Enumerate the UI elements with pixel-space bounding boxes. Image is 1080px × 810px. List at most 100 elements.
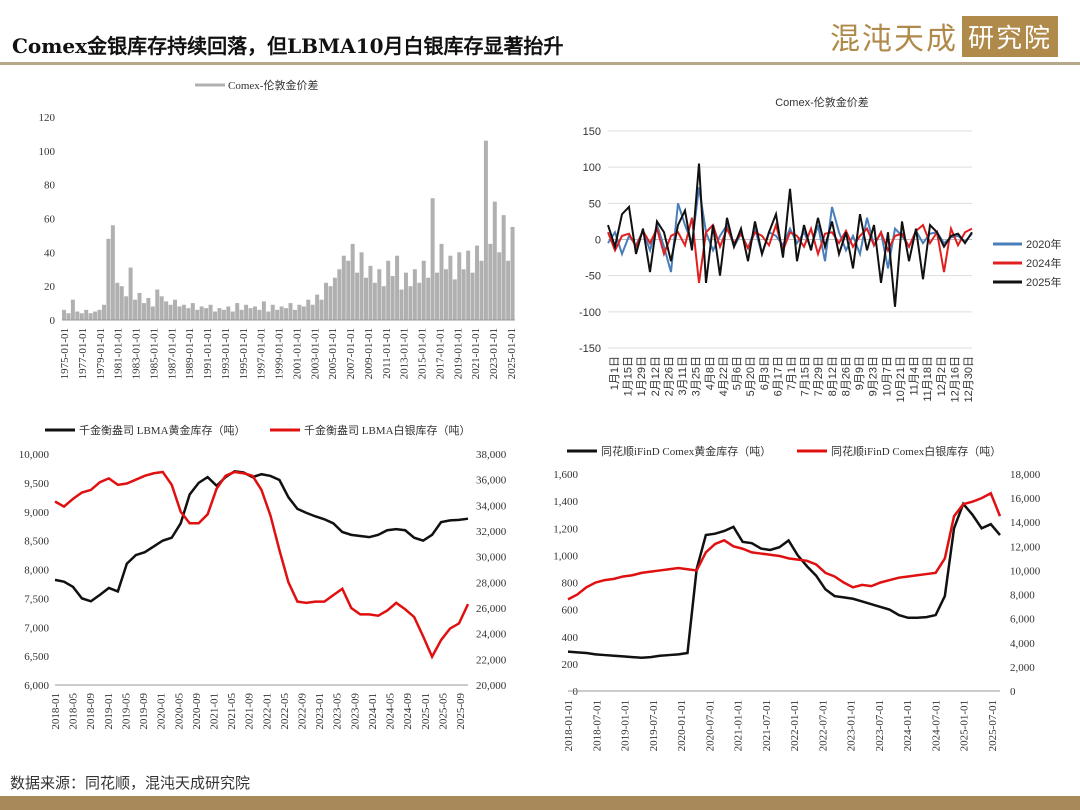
y-left-tick-label: 10,000	[19, 449, 50, 461]
bar	[75, 311, 80, 320]
y-left-tick-label: 7,000	[24, 622, 49, 634]
x-tick-label: 2019-09	[138, 693, 150, 730]
bar	[475, 245, 480, 320]
x-tick-label: 2024-09	[402, 693, 414, 730]
y-right-tick-label: 6,000	[1010, 614, 1035, 626]
bar	[84, 309, 89, 320]
x-tick-label: 2019-01-01	[620, 700, 632, 751]
bar	[181, 304, 186, 320]
x-tick-label: 2月12日	[650, 356, 662, 396]
x-tick-label: 2017-01-01	[434, 328, 446, 379]
y-right-tick-label: 24,000	[476, 629, 507, 641]
bar	[315, 294, 320, 320]
bar	[199, 306, 204, 320]
bar	[292, 309, 297, 320]
bar	[137, 292, 142, 320]
bar	[426, 277, 431, 320]
bar	[288, 303, 293, 320]
y-tick-label: 80	[44, 180, 56, 192]
legend-label: 2024年	[1026, 256, 1061, 270]
bar	[381, 286, 386, 320]
x-tick-label: 1989-01-01	[184, 328, 196, 379]
x-tick-label: 2023-01-01	[488, 328, 500, 379]
bar	[97, 309, 102, 320]
bar	[337, 269, 342, 320]
bar	[177, 306, 182, 320]
x-tick-label: 2024-07-01	[930, 700, 942, 751]
x-tick-label: 2009-01-01	[363, 328, 375, 379]
bar	[306, 299, 311, 320]
x-tick-label: 1993-01-01	[220, 328, 232, 379]
x-tick-label: 1977-01-01	[77, 328, 89, 379]
bar	[235, 303, 240, 320]
bar	[359, 252, 364, 320]
x-tick-label: 1983-01-01	[131, 328, 143, 379]
x-tick-label: 7月29日	[813, 356, 825, 396]
bar	[368, 265, 373, 320]
y-tick-label: 120	[39, 112, 56, 124]
bar	[164, 301, 169, 320]
bar	[483, 140, 488, 320]
bar	[364, 277, 368, 320]
y-tick-label: 40	[44, 247, 56, 259]
bar	[395, 255, 400, 320]
logo: 混沌天成 研究院	[830, 14, 1058, 58]
bar	[350, 243, 355, 320]
bar	[457, 252, 462, 320]
bar	[252, 306, 257, 320]
y-tick-label: 0	[595, 235, 601, 247]
logo-text: 混沌天成	[829, 22, 958, 57]
bar	[501, 215, 506, 320]
y-tick-label: 20	[44, 281, 56, 293]
x-tick-label: 2018-09	[85, 693, 97, 730]
bar	[470, 272, 475, 320]
bar	[66, 313, 71, 320]
x-tick-label: 2021-09	[244, 693, 256, 730]
y-left-tick-label: 1,600	[553, 469, 578, 481]
bar	[417, 282, 422, 320]
bar	[297, 304, 302, 320]
x-tick-label: 2020-01-01	[676, 700, 688, 751]
y-right-tick-label: 10,000	[1010, 565, 1041, 577]
x-tick-label: 2018-07-01	[591, 700, 603, 751]
bar	[70, 299, 75, 320]
bar	[390, 276, 395, 320]
x-tick-label: 2021-01	[208, 693, 220, 730]
x-tick-label: 2020-05	[173, 693, 185, 730]
bar	[479, 260, 484, 320]
x-tick-label: 1979-01-01	[95, 328, 107, 379]
x-tick-label: 2020-07-01	[704, 700, 716, 751]
bar	[244, 304, 249, 320]
bar	[155, 289, 160, 320]
y-tick-label: -150	[579, 343, 601, 355]
y-right-tick-label: 20,000	[476, 680, 507, 692]
x-tick-label: 5月20日	[745, 356, 757, 396]
x-tick-label: 12月2日	[936, 356, 948, 396]
y-tick-label: -100	[579, 307, 601, 319]
y-left-tick-label: 6,500	[24, 651, 49, 663]
x-tick-label: 4月22日	[718, 356, 730, 396]
bar	[261, 301, 266, 320]
x-tick-label: 10月7日	[881, 356, 893, 396]
x-tick-label: 1月1日	[609, 356, 621, 390]
x-tick-label: 2020-09	[191, 693, 203, 730]
x-tick-label: 2023-01	[314, 693, 326, 730]
x-tick-label: 2021-05	[226, 693, 238, 730]
bar	[461, 269, 466, 320]
y-tick-label: 60	[44, 214, 56, 226]
x-tick-label: 2019-01	[103, 693, 115, 730]
y-tick-label: 50	[589, 198, 601, 210]
bar	[301, 306, 306, 320]
bar	[506, 260, 511, 320]
x-tick-label: 2023-01-01	[846, 700, 858, 751]
y-left-tick-label: 200	[562, 659, 579, 671]
x-tick-label: 1999-01-01	[274, 328, 286, 379]
y-left-tick-label: 1,400	[553, 496, 578, 508]
y-right-tick-label: 34,000	[476, 500, 507, 512]
y-left-tick-label: 7,500	[24, 593, 49, 605]
x-tick-label: 2025-09	[455, 693, 467, 730]
bar	[146, 298, 151, 320]
x-tick-label: 3月11日	[677, 356, 689, 396]
x-tick-label: 1997-01-01	[256, 328, 268, 379]
